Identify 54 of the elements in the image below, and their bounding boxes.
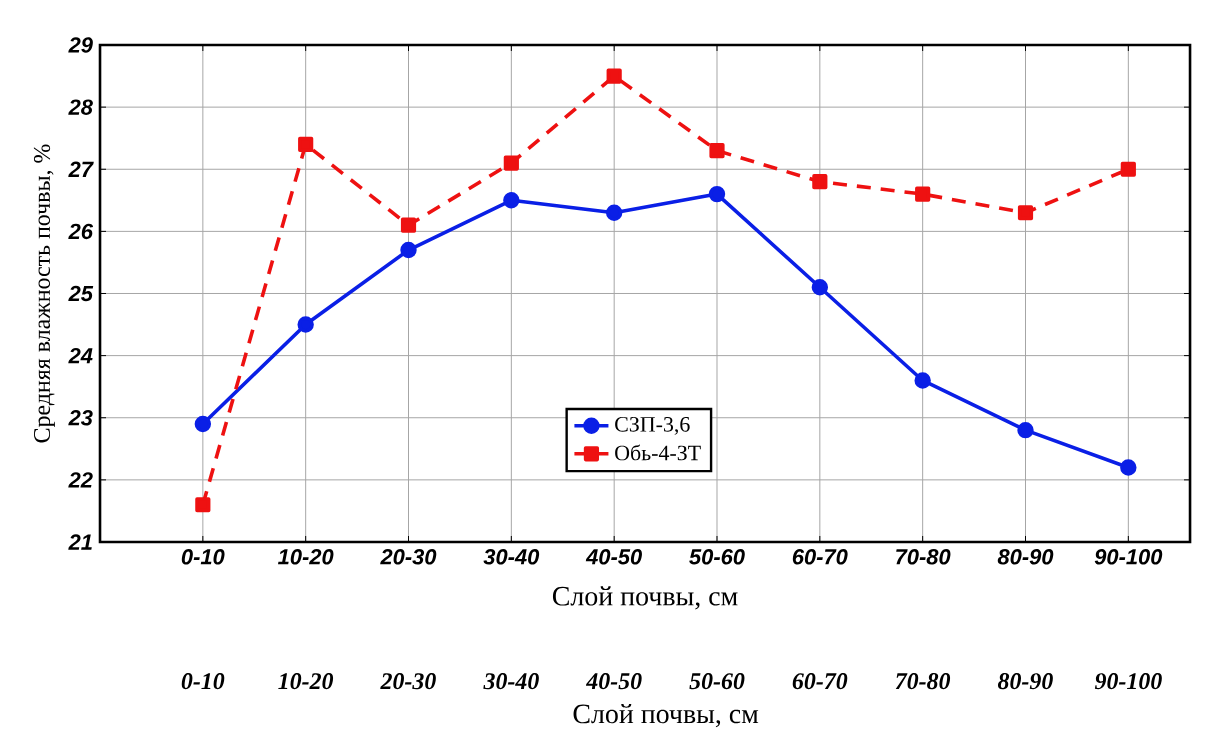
point	[1017, 421, 1034, 439]
point	[605, 204, 623, 221]
y-tick-label: 22	[68, 472, 93, 488]
x-tick-label: 40-50	[585, 549, 642, 565]
point	[812, 174, 828, 190]
text: 80-90	[997, 673, 1053, 690]
x-tick-label: 90-100	[1094, 549, 1163, 565]
point	[400, 217, 417, 233]
point	[1017, 205, 1034, 221]
point	[709, 143, 725, 159]
text: 0-10	[181, 673, 225, 690]
x-tick-label: 80-90	[997, 549, 1054, 565]
x-tick-label: 0-10	[181, 549, 225, 565]
y-tick-label: 21	[68, 534, 92, 550]
legend-label: СЗП-3,6	[615, 417, 690, 435]
text: 10-20	[278, 673, 334, 690]
point	[297, 316, 314, 333]
x-tick-label: 20-30	[380, 549, 437, 565]
text: 50-60	[689, 673, 745, 690]
text: 20-30	[380, 673, 436, 690]
point	[1120, 459, 1137, 476]
point	[606, 68, 622, 84]
point	[503, 155, 519, 171]
point	[503, 192, 520, 209]
point	[195, 497, 211, 513]
text: 70-80	[895, 673, 951, 690]
text: 60-70	[792, 673, 848, 690]
y-axis-title: Средняя влажность почвы, %	[33, 144, 55, 443]
x-tick-label: 30-40	[483, 549, 540, 565]
point	[915, 186, 931, 202]
text: 90-100	[1094, 673, 1162, 690]
x-tick-label: 60-70	[792, 549, 848, 565]
y-tick-label: 29	[68, 37, 93, 53]
y-tick-label: 25	[68, 285, 94, 302]
point	[194, 415, 212, 433]
point	[811, 279, 829, 296]
point	[708, 185, 726, 203]
point	[1120, 161, 1136, 177]
point	[400, 241, 417, 259]
y-tick-label: 24	[68, 347, 93, 364]
text: 40-50	[585, 673, 642, 690]
x-tick-label: 50-60	[689, 549, 745, 565]
legend-label: Обь-4-ЗТ	[615, 444, 701, 461]
y-tick-label: 23	[68, 410, 93, 426]
point	[914, 372, 931, 389]
point	[298, 136, 314, 152]
y-tick-label: 27	[68, 161, 94, 177]
text: 30-40	[483, 673, 539, 690]
text: Слой почвы, см	[573, 703, 759, 728]
x-axis-title: Слой почвы, см	[552, 586, 738, 610]
y-tick-label: 28	[68, 99, 93, 115]
x-tick-label: 70-80	[896, 549, 951, 565]
y-tick-label: 26	[68, 223, 94, 240]
x-tick-label: 10-20	[277, 549, 334, 565]
